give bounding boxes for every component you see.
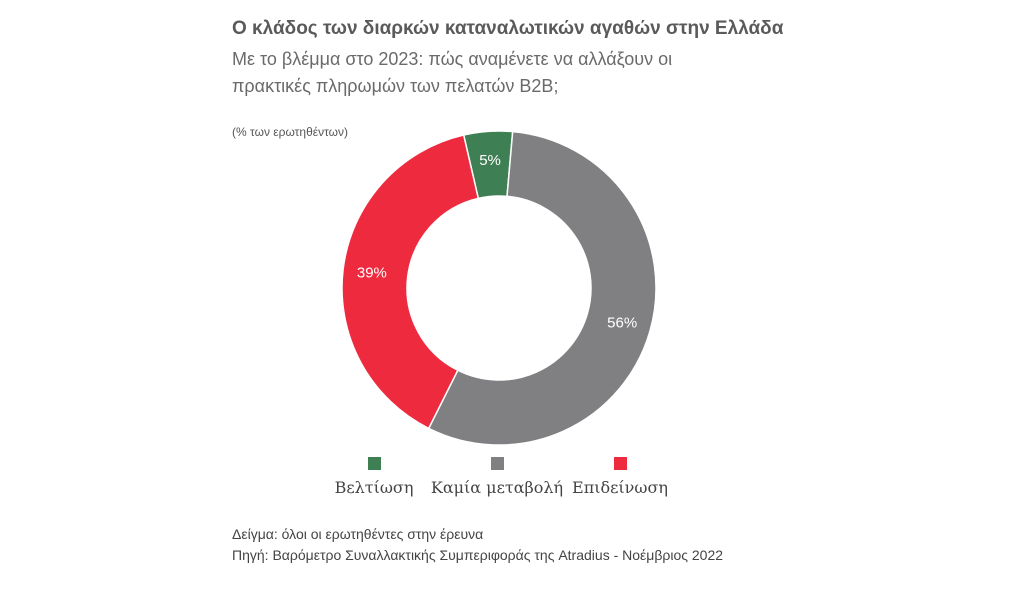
chart-title: Ο κλάδος των διαρκών καταναλωτικών αγαθώ… [232,18,784,39]
data-label-no-change: 56% [607,314,637,331]
legend-swatch-no-change [490,457,504,470]
sample-note: Δείγμα: όλοι οι ερωτηθέντες στην έρευνα [232,526,484,542]
slice-deterioration [341,134,480,430]
data-label-improvement: 5% [479,152,501,169]
legend-swatch-improvement [367,457,381,470]
unit-note: (% των ερωτηθέντων) [232,125,349,139]
slice-no-change [427,130,657,446]
legend-swatch-deterioration [613,457,627,470]
data-label-deterioration: 39% [357,264,387,281]
chart-footer: Δείγμα: όλοι οι ερωτηθέντες στην έρευνα … [232,524,723,566]
legend-item-improvement: Βελτίωση [304,457,444,497]
chart-subtitle: Με το βλέμμα στο 2023: πώς αναμένετε να … [232,49,673,96]
chart-legend: Βελτίωση Καμία μεταβολή Επιδείνωση [0,457,1020,507]
legend-label-no-change: Καμία μεταβολή [430,478,564,497]
legend-item-deterioration: Επιδείνωση [550,457,690,497]
legend-item-no-change: Καμία μεταβολή [427,457,567,497]
legend-label-deterioration: Επιδείνωση [572,478,668,497]
source-note: Πηγή: Βαρόμετρο Συναλλακτικής Συμπεριφορ… [232,547,724,563]
legend-label-improvement: Βελτίωση [334,478,414,497]
